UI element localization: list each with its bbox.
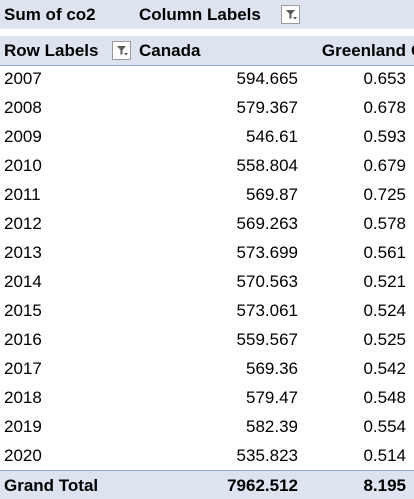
row-label[interactable]: 2009 bbox=[4, 127, 42, 146]
column-labels-text: Column Labels bbox=[139, 5, 261, 24]
cell-canada[interactable]: 569.36 bbox=[246, 359, 298, 378]
table-row: 2007 594.665 0.653 bbox=[0, 64, 414, 93]
filter-dropdown-icon bbox=[282, 6, 299, 23]
grand-total-row: Grand Total 7962.512 8.195 bbox=[0, 470, 414, 499]
table-row: 2020 535.823 0.514 bbox=[0, 441, 414, 470]
row-filter-button[interactable] bbox=[112, 41, 131, 60]
column-labels-header[interactable]: Column Labels bbox=[134, 0, 314, 29]
row-label[interactable]: 2015 bbox=[4, 301, 42, 320]
grand-total-label[interactable]: Grand Total bbox=[4, 476, 99, 495]
cell-canada[interactable]: 582.39 bbox=[246, 417, 298, 436]
cell-greenland[interactable]: 0.514 bbox=[363, 446, 406, 465]
row-label[interactable]: 2018 bbox=[4, 388, 42, 407]
cell-canada[interactable]: 594.665 bbox=[236, 69, 298, 88]
row-label[interactable]: 2010 bbox=[4, 156, 42, 175]
column-filter-button[interactable] bbox=[281, 5, 300, 24]
table-row: 2013 573.699 0.561 bbox=[0, 238, 414, 267]
cell-greenland[interactable]: 0.524 bbox=[363, 301, 406, 320]
cell-greenland[interactable]: 0.542 bbox=[363, 359, 406, 378]
cell-greenland[interactable]: 0.678 bbox=[363, 98, 406, 117]
row-labels-text: Row Labels bbox=[4, 41, 99, 60]
header-divider bbox=[0, 65, 414, 66]
cell-greenland[interactable]: 0.554 bbox=[363, 417, 406, 436]
cell-greenland[interactable]: 0.521 bbox=[363, 272, 406, 291]
row-label[interactable]: 2011 bbox=[4, 185, 41, 204]
cell-canada[interactable]: 558.804 bbox=[236, 156, 298, 175]
row-label[interactable]: 2014 bbox=[4, 272, 42, 291]
cell-canada[interactable]: 573.699 bbox=[236, 243, 298, 262]
cell-canada[interactable]: 569.87 bbox=[246, 185, 298, 204]
cell-canada[interactable]: 569.263 bbox=[236, 214, 298, 233]
cell-greenland[interactable]: 0.725 bbox=[363, 185, 406, 204]
cell-greenland[interactable]: 0.578 bbox=[363, 214, 406, 233]
pivot-header-row-1: Sum of co2 Column Labels bbox=[0, 0, 414, 29]
table-row: 2011 569.87 0.725 bbox=[0, 180, 414, 209]
cell-greenland[interactable]: 0.561 bbox=[363, 243, 406, 262]
table-row: 2009 546.61 0.593 bbox=[0, 122, 414, 151]
cell-canada[interactable]: 579.47 bbox=[246, 388, 298, 407]
cell-canada[interactable]: 573.061 bbox=[236, 301, 298, 320]
cell-canada[interactable]: 535.823 bbox=[236, 446, 298, 465]
row-label[interactable]: 2019 bbox=[4, 417, 42, 436]
table-row: 2016 559.567 0.525 bbox=[0, 325, 414, 354]
cell-canada[interactable]: 546.61 bbox=[246, 127, 298, 146]
cell-greenland[interactable]: 0.548 bbox=[363, 388, 406, 407]
row-label[interactable]: 2012 bbox=[4, 214, 42, 233]
table-row: 2010 558.804 0.679 bbox=[0, 151, 414, 180]
cell-greenland[interactable]: 0.679 bbox=[363, 156, 406, 175]
pivot-header-row-2: Row Labels Canada Greenland G bbox=[0, 36, 414, 65]
row-label[interactable]: 2013 bbox=[4, 243, 42, 262]
table-row: 2015 573.061 0.524 bbox=[0, 296, 414, 325]
table-row: 2014 570.563 0.521 bbox=[0, 267, 414, 296]
table-row: 2012 569.263 0.578 bbox=[0, 209, 414, 238]
cell-greenland[interactable]: 0.593 bbox=[363, 127, 406, 146]
table-row: 2018 579.47 0.548 bbox=[0, 383, 414, 412]
grand-total-greenland[interactable]: 8.195 bbox=[363, 476, 406, 495]
filter-dropdown-icon bbox=[113, 42, 130, 59]
cell-canada[interactable]: 579.367 bbox=[236, 98, 298, 117]
cell-canada[interactable]: 570.563 bbox=[236, 272, 298, 291]
column-header-greenland[interactable]: Greenland bbox=[321, 41, 406, 60]
table-row: 2019 582.39 0.554 bbox=[0, 412, 414, 441]
cell-greenland[interactable]: 0.525 bbox=[363, 330, 406, 349]
column-header-canada[interactable]: Canada bbox=[139, 41, 201, 60]
grand-total-canada[interactable]: 7962.512 bbox=[227, 476, 298, 495]
row-label[interactable]: 2008 bbox=[4, 98, 42, 117]
table-row: 2008 579.367 0.678 bbox=[0, 93, 414, 122]
row-label[interactable]: 2020 bbox=[4, 446, 42, 465]
value-field-label[interactable]: Sum of co2 bbox=[4, 5, 96, 24]
row-labels-header[interactable]: Row Labels bbox=[0, 36, 134, 65]
table-row: 2017 569.36 0.542 bbox=[0, 354, 414, 383]
row-label[interactable]: 2016 bbox=[4, 330, 42, 349]
row-label[interactable]: 2017 bbox=[4, 359, 42, 378]
column-header-next-partial[interactable]: G bbox=[409, 36, 414, 65]
cell-greenland[interactable]: 0.653 bbox=[363, 69, 406, 88]
row-label[interactable]: 2007 bbox=[4, 69, 42, 88]
cell-canada[interactable]: 559.567 bbox=[236, 330, 298, 349]
